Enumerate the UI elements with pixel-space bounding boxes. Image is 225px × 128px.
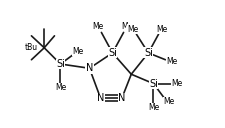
Text: Si: Si <box>149 79 158 89</box>
Text: N: N <box>118 93 126 103</box>
Text: Me: Me <box>55 83 66 92</box>
Text: Si: Si <box>108 48 117 58</box>
Text: Me: Me <box>92 22 104 31</box>
Text: Me: Me <box>156 25 168 34</box>
Text: tBu: tBu <box>25 43 38 52</box>
Text: N: N <box>97 93 104 103</box>
Text: Me: Me <box>127 25 139 34</box>
Text: N: N <box>86 63 93 73</box>
Text: Me: Me <box>121 22 133 31</box>
Text: Si: Si <box>144 48 153 58</box>
Text: Me: Me <box>148 103 159 112</box>
Text: Me: Me <box>166 57 177 66</box>
Text: Si: Si <box>56 59 65 69</box>
Text: Me: Me <box>171 79 182 88</box>
Text: Me: Me <box>163 97 174 106</box>
Text: Me: Me <box>72 47 83 56</box>
